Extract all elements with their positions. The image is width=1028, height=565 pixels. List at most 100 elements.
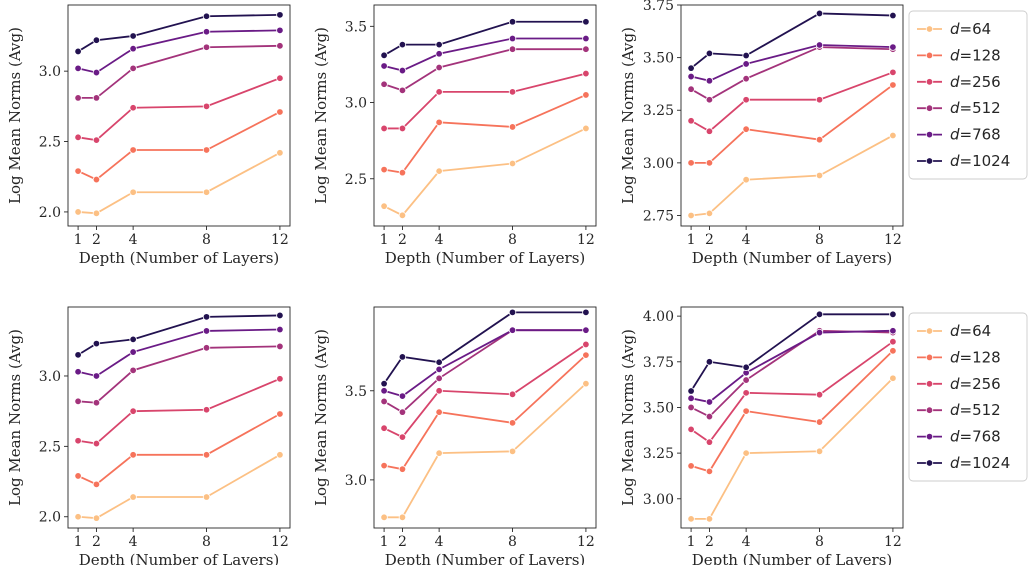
data-point [398,40,407,49]
data-point [815,390,824,399]
data-point [380,165,388,174]
x-axis-label: Depth (Number of Layers) [385,551,586,565]
legend-swatch-marker [925,157,934,165]
series-line-d=64 [690,134,894,217]
legend-swatch-marker [925,25,934,33]
x-axis-label: Depth (Number of Layers) [692,249,893,267]
data-point [435,50,443,58]
data-point [582,308,590,317]
data-point [92,136,101,144]
data-point [705,159,714,167]
data-point [508,34,517,43]
data-point [380,202,388,210]
series-line-d=128 [690,350,894,473]
data-point [687,462,695,470]
data-point [398,66,407,75]
legend-label: d=512 [950,99,1001,117]
data-point [742,407,750,415]
legend-box [908,312,1028,482]
y-tick-label: 3.50 [643,51,674,67]
data-point [398,168,407,177]
legend-label: d=64 [950,20,991,38]
legend-swatch-marker [925,78,934,86]
data-point [276,325,284,334]
y-tick-label: 3.75 [643,0,674,14]
data-point [742,376,750,384]
data-point [129,407,137,415]
data-point [508,45,517,53]
legend-label: d=1024 [950,454,1010,472]
data-point [74,64,82,73]
plot-frame [67,4,291,227]
data-point [705,358,714,366]
plot-frame [67,306,291,529]
data-point [276,410,284,418]
data-point [380,124,388,133]
x-tick-label: 12 [884,534,902,550]
series-line-d=512 [383,48,586,92]
data-point [508,123,517,131]
data-point [687,64,695,72]
data-point [129,146,137,154]
data-point [276,311,284,320]
data-point [92,175,101,184]
data-point [92,68,101,77]
data-point [687,515,695,523]
data-point [742,51,750,60]
x-tick-label: 2 [705,534,714,550]
legend-swatch-marker [925,104,934,112]
data-point [202,43,211,51]
x-tick-label: 12 [271,534,289,550]
data-point [380,80,388,88]
series-line-d=512 [383,329,586,414]
legend-label-value: =64 [960,322,992,340]
series-line-d=64 [78,454,281,520]
data-point [889,347,897,355]
y-tick-label: 2.0 [39,510,61,526]
legend-label: d=128 [950,348,1001,366]
data-point [92,209,101,218]
subplot-1: 1 2 4 8 12 2.0 2.5 3.0 Depth (Number of Layers) L… [6,4,291,267]
data-point [276,108,284,116]
data-point [129,32,137,40]
data-point [705,412,714,421]
legend-label-value: =512 [960,401,1001,419]
data-point [742,74,750,83]
data-point [74,513,82,521]
data-point [129,188,137,196]
legend-swatch-marker [925,130,934,139]
data-point [276,42,284,50]
y-tick-label: 2.5 [39,439,61,455]
series-line-d=512 [690,329,893,418]
legend-label-variable: d [950,73,960,91]
data-point [398,86,407,95]
x-tick-label: 8 [508,534,517,550]
data-point [202,451,211,459]
y-axis-label: Log Mean Norms (Avg) [619,27,637,204]
y-tick-label: 3.75 [643,355,674,371]
y-tick-label: 3.25 [643,103,674,119]
data-point [74,208,82,216]
data-point [202,406,211,414]
data-point [508,326,517,334]
data-point [687,72,695,81]
data-point [435,358,443,366]
data-point [889,327,897,335]
data-point [398,513,407,522]
data-point [92,94,101,102]
series-line-d=768 [77,328,280,377]
data-point [129,335,137,344]
y-axis-label: Log Mean Norms (Avg) [6,329,24,506]
x-axis-label: Depth (Number of Layers) [79,551,280,565]
data-point [889,310,897,319]
data-point [92,372,101,380]
series-line-d=768 [383,37,586,72]
x-tick-label: 4 [129,232,138,248]
x-tick-label: 8 [202,534,211,550]
legend-label-value: =1024 [960,454,1011,472]
x-tick-label: 2 [398,534,407,550]
data-point [435,365,443,374]
data-point [129,348,137,356]
data-point [508,447,517,456]
